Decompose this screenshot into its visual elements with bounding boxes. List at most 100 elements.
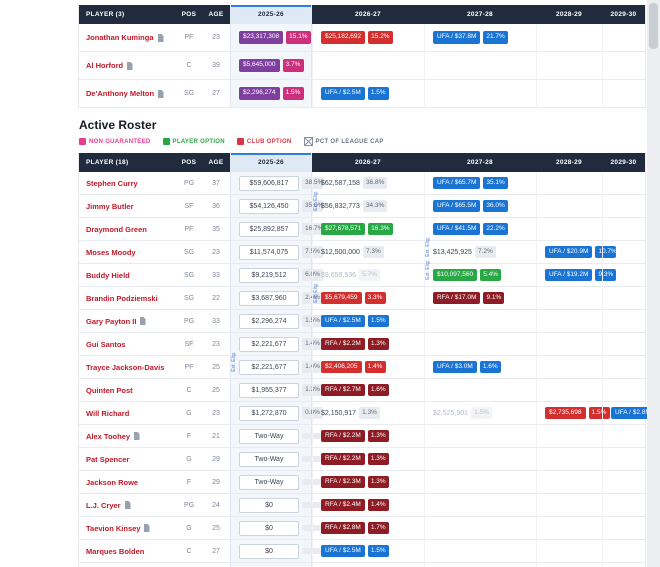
cap-pct-badge: 9.1% [483, 291, 505, 305]
player-link[interactable]: Jimmy Butler [86, 201, 134, 211]
cap-pct-badge: 15.1% [286, 31, 311, 44]
age-cell: 35 [212, 225, 220, 233]
salary-cell [602, 425, 645, 447]
salary-cell: $25,892,857 16.7% [230, 218, 323, 240]
salary-cell: RFA / $2.4M 1.4% [312, 494, 424, 516]
age-cell: 25 [212, 524, 220, 532]
salary-cell: $9,219,512 6.0% [230, 264, 323, 286]
column-header-player[interactable]: PLAYER (18) [86, 159, 129, 166]
player-link[interactable]: Jackson Rowe [86, 477, 139, 487]
player-link[interactable]: Alex Toohey [86, 431, 131, 441]
active-roster-table: PLAYER (18) POS AGE 2025-26 2026-27 2027-28 20… [78, 153, 660, 567]
player-link[interactable]: Will Richard [86, 408, 130, 418]
position-cell: SG [183, 248, 195, 256]
position-cell: SF [184, 340, 194, 348]
column-header-age[interactable]: AGE [208, 159, 224, 166]
player-link[interactable]: Buddy Hield [86, 270, 130, 280]
player-cell: Jimmy Butler [79, 195, 176, 217]
player-link[interactable]: Taevion Kinsey [86, 523, 141, 533]
salary-cell: RFA / $2.8M 1.7% [312, 517, 424, 539]
salary-cell: $62,587,158 36.8% [312, 172, 424, 194]
player-link[interactable]: Marques Bolden [86, 546, 145, 556]
player-cell: Stephen Curry [79, 172, 176, 194]
salary-cell [424, 540, 536, 562]
column-header-pos[interactable]: POS [181, 11, 197, 18]
column-header-year[interactable]: 2028-29 [556, 11, 582, 18]
column-header-year[interactable]: 2029-30 [610, 159, 637, 166]
salary-cell [602, 356, 645, 378]
column-header-year[interactable]: 2027-28 [467, 11, 493, 18]
player-link[interactable]: Moses Moody [86, 247, 136, 257]
page-scrollbar-track[interactable] [647, 0, 660, 567]
salary-cell: $23,317,308 15.1% [230, 24, 312, 51]
age-cell: 27 [212, 90, 220, 97]
salary-amount: $13,425,925 [433, 248, 472, 256]
salary-amount: $62,587,158 [321, 179, 360, 187]
cap-pct-badge: 36.0% [483, 199, 508, 213]
player-link[interactable]: Jonathan Kuminga [86, 33, 154, 42]
cap-pct-badge: 5.4% [480, 268, 502, 282]
salary-cell: $2,150,917 1.3% [312, 402, 424, 424]
salary-amount: $25,182,692 [321, 31, 366, 44]
player-link[interactable]: Stephen Curry [86, 178, 138, 188]
player-cell: Jonathan Kuminga [79, 24, 176, 51]
salary-amount: $2,150,917 [321, 409, 357, 417]
player-link[interactable]: Pat Spencer [86, 454, 130, 464]
salary-cell: $0 [230, 563, 312, 567]
column-header-age[interactable]: AGE [208, 11, 224, 18]
column-header-year[interactable]: 2028-29 [556, 159, 582, 166]
salary-cell: UFA / $20.9M 10.7% [536, 241, 617, 263]
legend-label: CLUB OPTION [246, 138, 292, 145]
cap-pct-badge [302, 502, 321, 508]
player-link[interactable]: Gary Payton II [86, 316, 137, 326]
age-cell: 23 [212, 340, 220, 348]
cap-pct-badge: 36.8% [362, 176, 388, 190]
position-cell: SG [176, 563, 202, 567]
player-link[interactable]: Gui Santos [86, 339, 126, 349]
salary-amount: $56,832,773 [321, 202, 360, 210]
player-row: Jonathan Kuminga PF 23 $23,317,308 15.1% $25,… [79, 24, 645, 52]
pct-of-cap-icon [303, 137, 313, 146]
player-link[interactable]: Trayce Jackson-Davis [86, 362, 165, 372]
free-agency-badge: UFA / $37.8M [433, 31, 481, 44]
page-scrollbar-thumb[interactable] [649, 3, 658, 49]
legend-pct-of-cap: PCT OF LEAGUE CAP [303, 137, 384, 146]
player-link[interactable]: Quinten Post [86, 385, 133, 395]
column-header-pos[interactable]: POS [181, 159, 197, 166]
contract-note-icon [143, 524, 150, 532]
salary-cell: $5,645,000 3.7% [230, 52, 312, 79]
player-option-swatch-icon [162, 138, 170, 145]
cap-pct-badge: 1.5% [367, 314, 389, 328]
salary-cell [536, 379, 602, 401]
salary-amount: $2,221,677 [239, 359, 299, 375]
player-link[interactable]: De'Anthony Melton [86, 89, 155, 98]
age-cell: 36 [212, 202, 220, 210]
position-cell: PG [183, 501, 195, 509]
free-agency-badge: UFA / $19.2M [545, 268, 593, 282]
column-header-year[interactable]: 2026-27 [355, 159, 381, 166]
column-header-year[interactable]: 2025-26 [230, 153, 312, 172]
free-agency-badge: UFA / $2.5M [321, 544, 365, 558]
column-header-year[interactable]: 2025-26 [230, 5, 312, 24]
column-header-year[interactable]: 2029-30 [610, 11, 637, 18]
position-cell: C [186, 547, 192, 555]
player-link[interactable]: L.J. Cryer [86, 500, 121, 510]
cap-pct-badge: 1.5% [282, 87, 304, 100]
player-link[interactable]: Brandin Podziemski [86, 293, 158, 303]
column-header-player[interactable]: PLAYER (3) [86, 11, 125, 18]
salary-cell [424, 494, 536, 516]
cap-pct-badge: 1.5% [588, 406, 610, 420]
cap-pct-badge: 21.7% [483, 31, 508, 44]
column-header-year[interactable]: 2027-28 [467, 159, 493, 166]
salary-cell: Ext. Elig. $5,679,459 3.3% [312, 283, 424, 309]
salary-cell [424, 333, 536, 355]
salary-cell [424, 471, 536, 493]
player-cell: Trayce Jackson-Davis [79, 356, 176, 378]
cap-pct-badge: 1.3% [367, 475, 389, 489]
player-link[interactable]: Al Horford [86, 61, 124, 70]
column-header-year[interactable]: 2026-27 [355, 11, 381, 18]
age-cell: 29 [212, 455, 220, 463]
player-link[interactable]: Draymond Green [86, 224, 147, 234]
cap-pct-badge: 5.7% [359, 268, 381, 282]
